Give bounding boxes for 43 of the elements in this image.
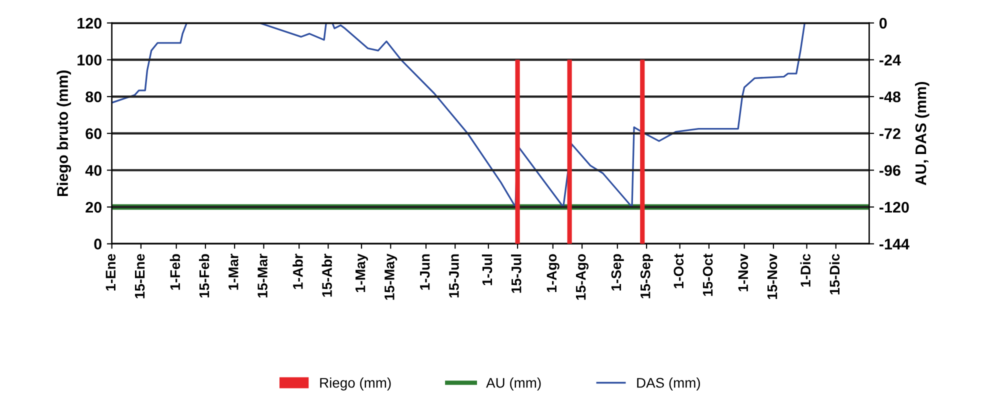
x-tick-label: 1-Sep	[611, 254, 624, 290]
y-tick-label: 60	[86, 128, 102, 140]
x-tick-label: 1-Feb	[170, 254, 180, 290]
x-tick-label: 1-Ene	[106, 254, 116, 290]
x-tick-label: 1-Mar	[228, 254, 238, 290]
x-tick-label: 1-May	[356, 254, 368, 292]
y2-tick-label: -96	[879, 165, 900, 176]
x-tick-label: 1-Oct	[674, 254, 684, 288]
x-tick-label: 15-Jun	[449, 254, 459, 298]
y2-tick-label: -72	[879, 128, 900, 139]
x-tick-label: 1-Jun	[420, 254, 430, 290]
y-tick-label: 100	[78, 54, 102, 66]
x-tick-label: 1-Dic	[800, 254, 810, 287]
y2-tick-label: -144	[879, 238, 910, 250]
y2-tick-label: -24	[879, 54, 901, 66]
x-tick-label: 15-Jul	[511, 254, 522, 293]
x-tick-label: 15-Nov	[767, 254, 778, 299]
legend-label: AU (mm)	[486, 378, 541, 390]
y2-tick-label: -48	[879, 91, 900, 102]
x-tick-label: 1-Nov	[738, 254, 748, 292]
y-tick-label: 40	[85, 165, 102, 176]
x-tick-label: 1-Ago	[546, 254, 560, 292]
x-tick-label: 1-Jul	[482, 254, 492, 286]
x-tick-label: 15-Oct	[702, 254, 713, 296]
y-tick-label: 20	[86, 202, 102, 213]
y-tick-label: 120	[78, 18, 102, 29]
y-tick-label: 0	[94, 238, 102, 250]
y-tick-label: 80	[86, 91, 102, 102]
y2-tick-label: 0	[879, 18, 887, 29]
legend-label: DAS (mm)	[637, 378, 700, 390]
x-tick-label: 15-Ago	[576, 254, 589, 300]
x-tick-label: 1-Abr	[292, 254, 303, 289]
x-tick-label: 15-Dic	[829, 254, 840, 294]
y-axis-title: Riego bruto (mm)	[56, 70, 72, 196]
x-tick-label: 15-May	[384, 254, 398, 300]
x-tick-label: 15-Mar	[258, 254, 268, 298]
x-tick-label: 15-Abr	[322, 254, 332, 297]
y2-axis-title: AU, DAS (mm)	[915, 82, 930, 186]
x-tick-label: 15-Feb	[198, 254, 210, 298]
x-tick-label: 15-Sep	[640, 254, 654, 298]
legend-label: Riego (mm)	[320, 378, 391, 390]
x-tick-label: 15-Ene	[135, 254, 145, 298]
y2-tick-label: -120	[879, 202, 909, 213]
